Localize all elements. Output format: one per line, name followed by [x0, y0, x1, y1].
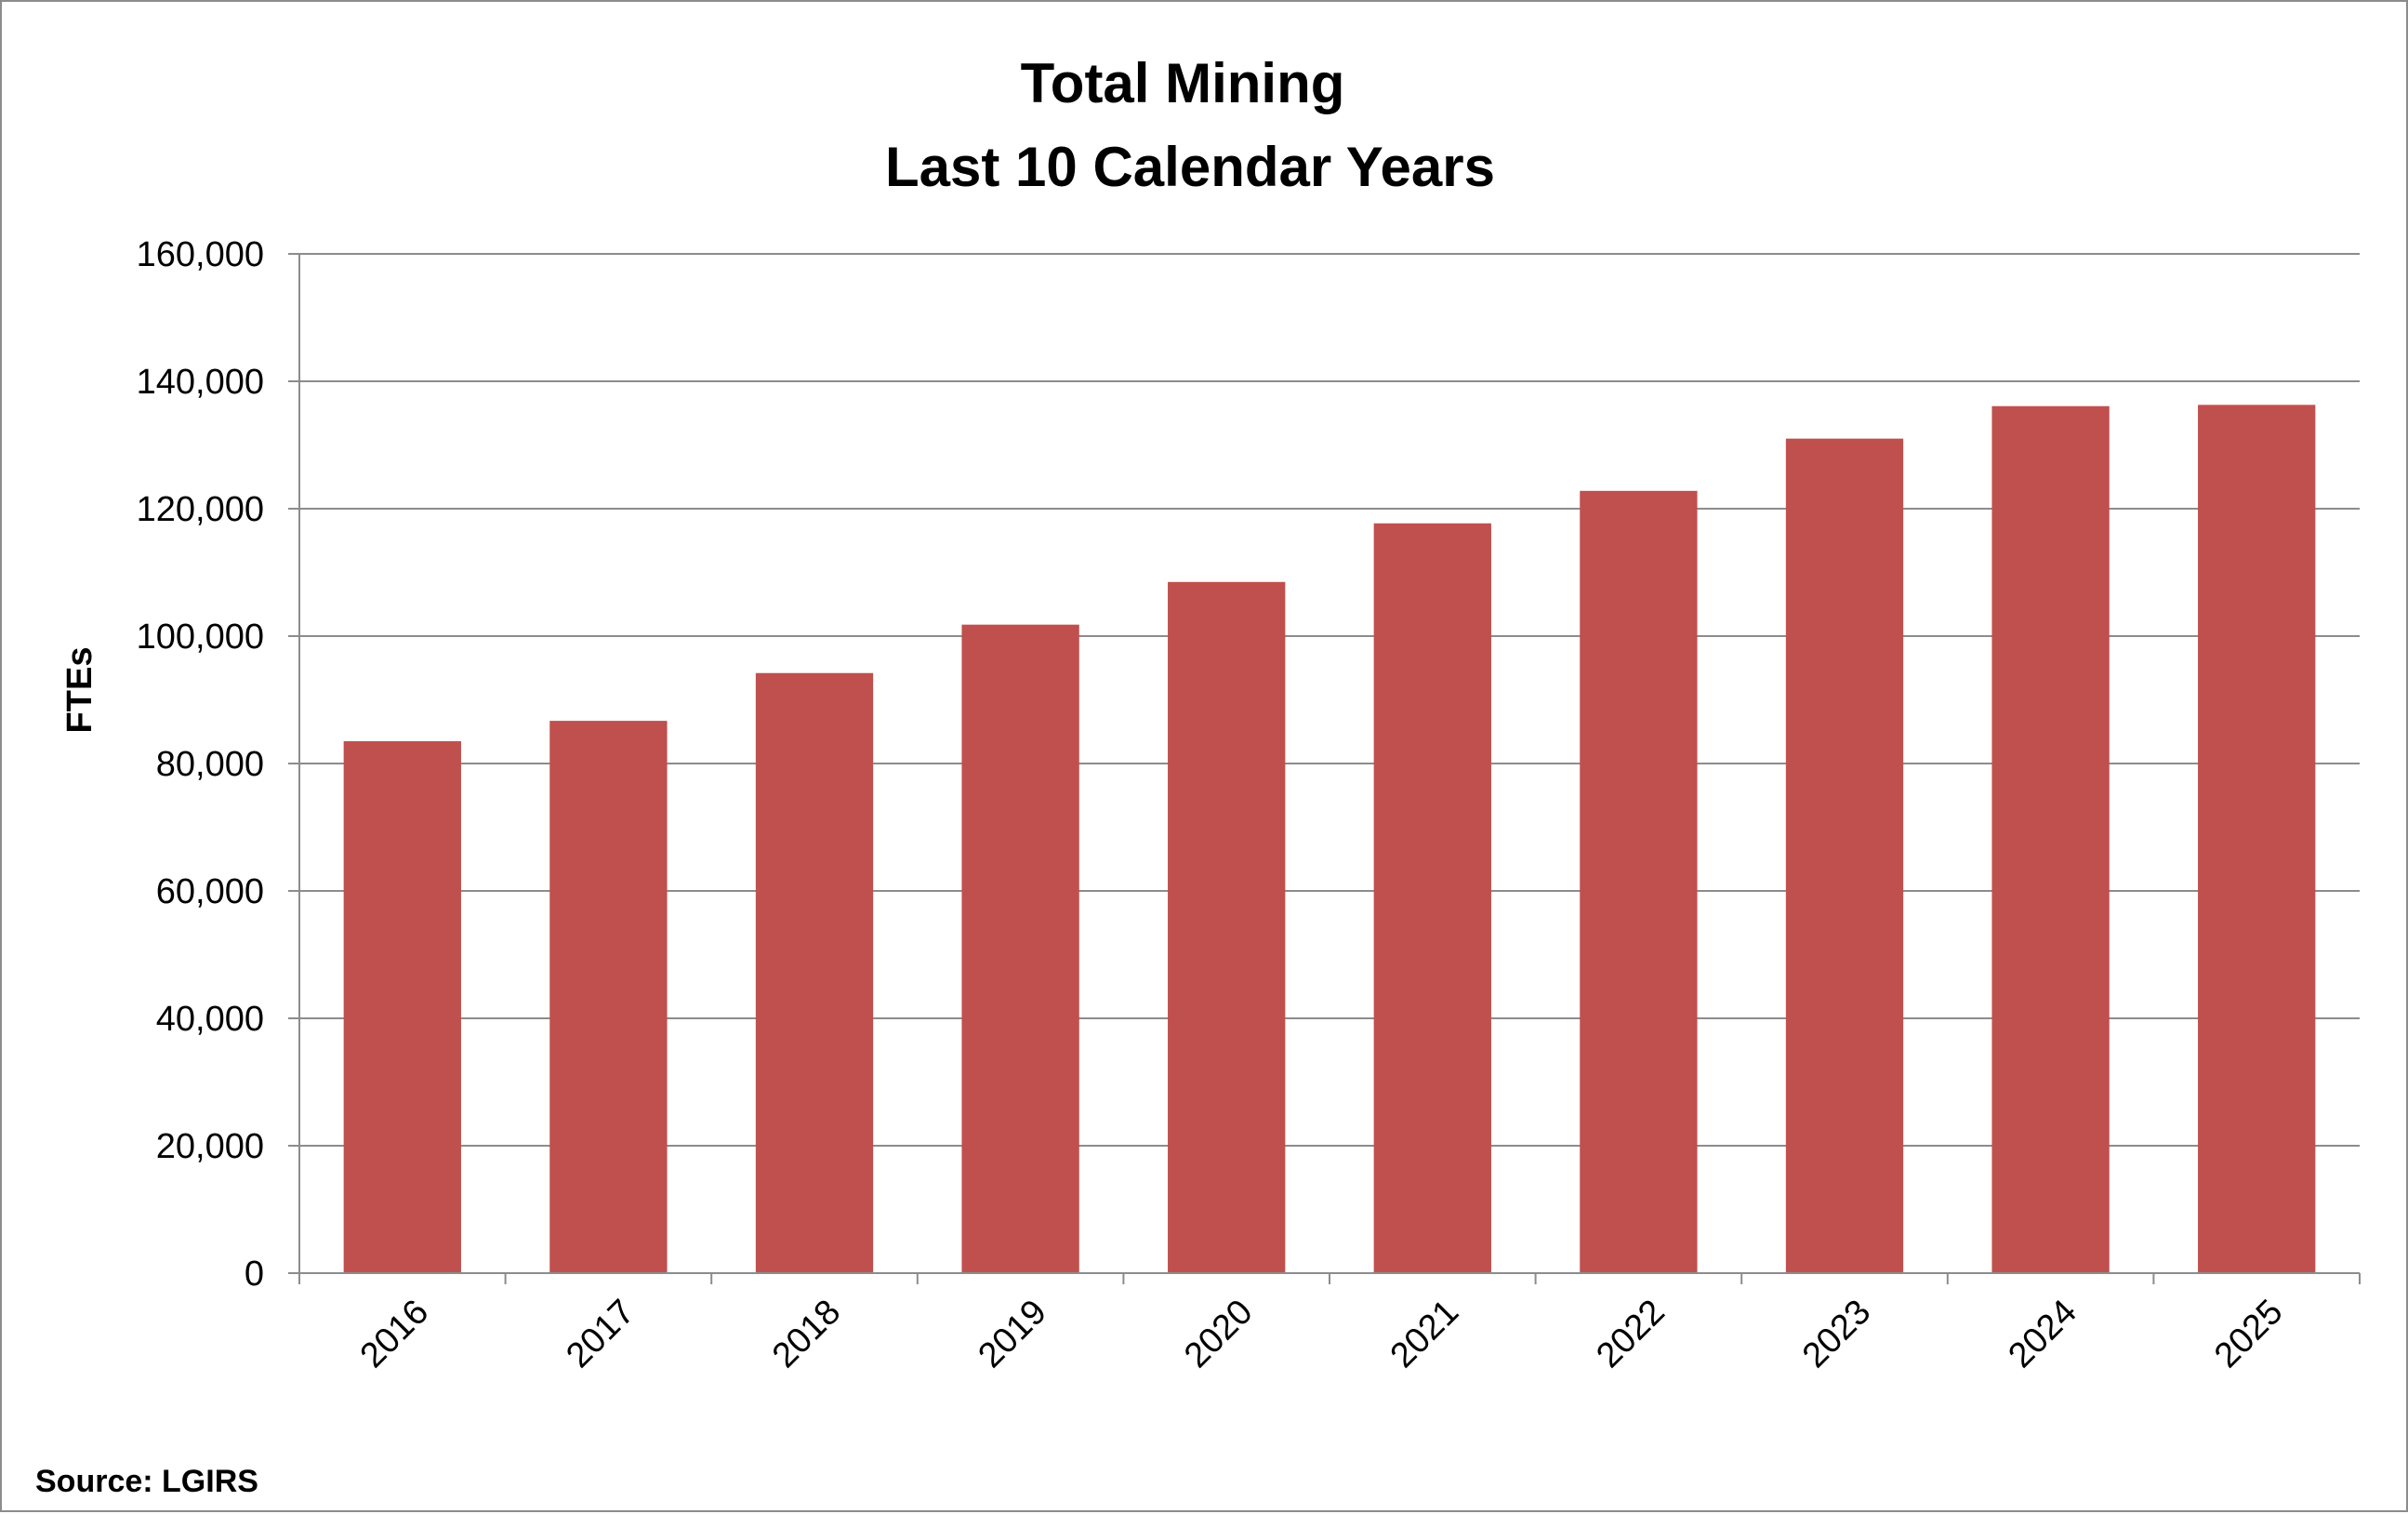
- y-tick-label-7: 140,000: [137, 363, 264, 402]
- bar-2017: [549, 721, 668, 1273]
- x-tick-label-2020: 2020: [1177, 1293, 1260, 1375]
- bar-2024: [1991, 405, 2110, 1274]
- x-tick-label-2025: 2025: [2207, 1293, 2290, 1375]
- x-tick-labels: 2016 2017 2018 2019 2020 2021 2022 2023 2024 2025: [353, 1293, 2291, 1375]
- bar-2018: [755, 672, 874, 1273]
- y-tick-label-5: 100,000: [137, 618, 264, 657]
- x-tick-label-2024: 2024: [2001, 1293, 2084, 1375]
- y-tick-label-1: 20,000: [156, 1127, 264, 1166]
- chart-title-line-1: Total Mining: [1021, 52, 1345, 114]
- x-tick-label-2023: 2023: [1795, 1293, 1878, 1375]
- y-tick-labels: 0 20,000 40,000 60,000 80,000 100,000 120,000 1…: [137, 235, 264, 1294]
- bar-2020: [1168, 581, 1286, 1273]
- x-tick-label-2021: 2021: [1383, 1293, 1466, 1375]
- y-axis-label: FTEs: [60, 647, 99, 734]
- bar-2023: [1785, 438, 1904, 1273]
- x-tick-label-2022: 2022: [1589, 1293, 1672, 1375]
- x-tick-label-2017: 2017: [559, 1293, 642, 1375]
- y-tick-label-4: 80,000: [156, 745, 264, 784]
- bar-2022: [1580, 490, 1698, 1273]
- chart-title-line-2: Last 10 Calendar Years: [885, 136, 1495, 198]
- x-tick-label-2019: 2019: [971, 1293, 1053, 1375]
- source-note: Source: LGIRS: [35, 1464, 258, 1499]
- y-tick-label-8: 160,000: [137, 235, 264, 274]
- x-tick-label-2016: 2016: [353, 1293, 436, 1375]
- bar-2021: [1373, 523, 1491, 1273]
- bar-2025: [2198, 405, 2316, 1274]
- bars: [343, 405, 2316, 1274]
- y-tick-label-3: 60,000: [156, 872, 264, 911]
- y-tick-label-6: 120,000: [137, 490, 264, 529]
- y-tick-label-0: 0: [245, 1255, 264, 1294]
- axes: [288, 253, 2361, 1284]
- x-tick-label-2018: 2018: [765, 1293, 848, 1375]
- y-tick-label-2: 40,000: [156, 1000, 264, 1039]
- bar-2019: [961, 624, 1079, 1273]
- bar-2016: [343, 741, 461, 1273]
